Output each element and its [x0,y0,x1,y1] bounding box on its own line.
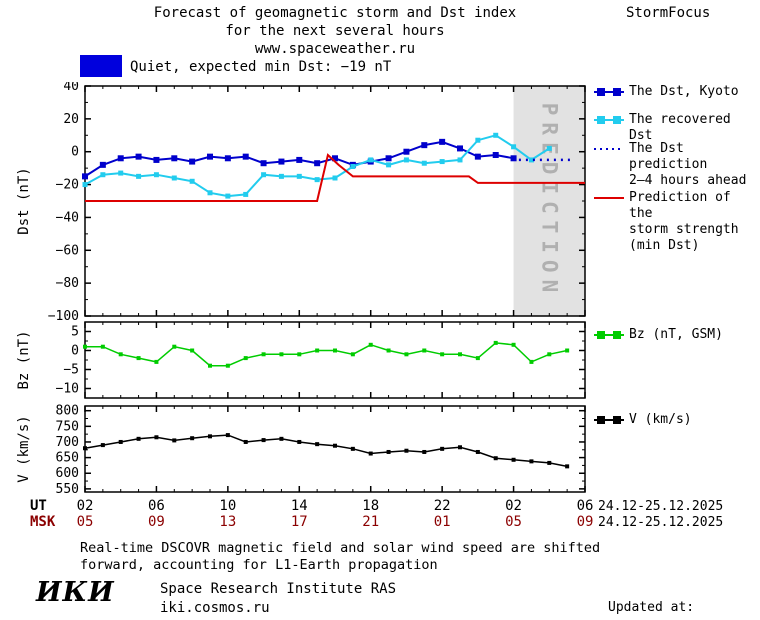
note-line-1: Real-time DSCOVR magnetic field and sola… [80,540,601,556]
legend-recovered-dst-label: The recovered Dst [629,112,731,143]
legend-storm-strength-line2: storm strength [629,222,739,237]
legend-bz: Bz (nT, GSM) [594,327,723,346]
recovered-dst-swatch-icon [594,114,624,131]
svg-text:0: 0 [71,145,79,160]
svg-text:−10: −10 [56,382,79,397]
ut-tick: 14 [290,498,308,514]
ut-row-label: UT [30,498,47,514]
ut-date-range: 24.12-25.12.2025 [598,499,724,514]
ut-tick: 06 [147,498,165,514]
institute-site-link: iki.cosmos.ru [160,600,270,616]
svg-text:650: 650 [56,451,79,466]
svg-text:750: 750 [56,419,79,434]
msk-tick: 21 [362,514,380,530]
legend-dst-kyoto-label: The Dst, Kyoto [629,84,739,99]
msk-tick: 13 [219,514,237,530]
svg-text:−100: −100 [48,309,79,322]
page-title: Forecast of geomagnetic storm and Dst in… [85,4,585,58]
svg-text:600: 600 [56,466,79,481]
brand-stormfocus: StormFocus [626,5,711,21]
msk-tick: 01 [433,514,451,530]
svg-text:800: 800 [56,404,79,419]
legend-storm-strength-line3: (min Dst) [629,238,700,253]
ut-tick: 02 [76,498,94,514]
msk-date-range: 24.12-25.12.2025 [598,515,724,530]
svg-text:−60: −60 [56,243,79,258]
msk-tick: 09 [147,514,165,530]
ut-tick: 10 [219,498,237,514]
legend-dst-prediction-line1: The Dst prediction [629,141,708,172]
msk-tick: 17 [290,514,308,530]
iki-logo: ИКИ [36,577,115,608]
ut-tick: 18 [362,498,380,514]
ut-tick: 02 [505,498,522,514]
legend-dst-prediction: The Dst prediction 2–4 hours ahead [594,141,760,189]
dst-chart: PREDICTION 40 20 0 −20 −40 −60 −80 −100 Dst (nT) [16,82,586,322]
svg-text:−20: −20 [56,178,79,193]
propagation-note: Real-time DSCOVR magnetic field and sola… [80,540,600,574]
svg-text:700: 700 [56,435,79,450]
svg-text:Bz (nT): Bz (nT) [16,330,32,389]
svg-text:−80: −80 [56,276,79,291]
svg-text:5: 5 [71,325,79,340]
msk-tick: 09 [576,514,594,530]
title-line-2: for the next several hours [225,23,445,39]
svg-text:0: 0 [71,344,79,359]
svg-text:550: 550 [56,482,79,495]
legend-storm-strength: Prediction of the storm strength (min Ds… [594,190,760,254]
x-axis-msk-row: MSK 05 09 13 17 21 01 05 09 24.12-25.12.2025 [0,514,760,531]
svg-text:40: 40 [63,82,79,94]
legend-v-label: V (km/s) [629,412,692,427]
svg-text:Dst (nT): Dst (nT) [16,167,32,234]
svg-text:PREDICTION: PREDICTION [537,103,561,299]
legend-v: V (km/s) [594,412,692,431]
bz-chart: 5 0 −5 −10 Bz (nT) [16,321,586,399]
institute-name: Space Research Institute RAS [160,581,397,597]
dst-prediction-swatch-icon [594,143,624,160]
svg-text:20: 20 [63,112,79,127]
svg-text:−5: −5 [63,363,79,378]
ut-tick: 22 [433,498,451,514]
legend-dst-kyoto: The Dst, Kyoto [594,84,739,103]
title-url: www.spaceweather.ru [254,41,416,57]
ut-tick: 06 [576,498,594,514]
legend-bz-label: Bz (nT, GSM) [629,327,723,342]
legend-storm-strength-line1: Prediction of the [629,190,731,221]
msk-row-label: MSK [30,514,56,530]
legend-recovered-dst: The recovered Dst [594,112,760,144]
storm-strength-swatch-icon [594,192,624,209]
msk-tick: 05 [76,514,94,530]
note-line-2: forward, accounting for L1-Earth propaga… [80,557,438,573]
storm-level-color-box [80,55,122,77]
legend-dst-prediction-line2: 2–4 hours ahead [629,173,747,188]
bz-swatch-icon [594,329,624,346]
svg-text:−40: −40 [56,210,79,225]
title-line-1: Forecast of geomagnetic storm and Dst in… [153,5,517,21]
svg-text:V (km/s): V (km/s) [16,415,32,482]
msk-tick: 05 [505,514,522,530]
updated-label: Updated at: [608,600,695,615]
dst-kyoto-swatch-icon [594,86,624,103]
v-swatch-icon [594,414,624,431]
updated-block: Updated at: UT 02:05, 25.12.2025 MSK 05:… [596,565,760,620]
x-axis-ut-row: UT 02 06 10 14 18 22 02 06 24.12-25.12.2025 [0,498,760,515]
storm-status-text: Quiet, expected min Dst: −19 nT [130,59,392,75]
